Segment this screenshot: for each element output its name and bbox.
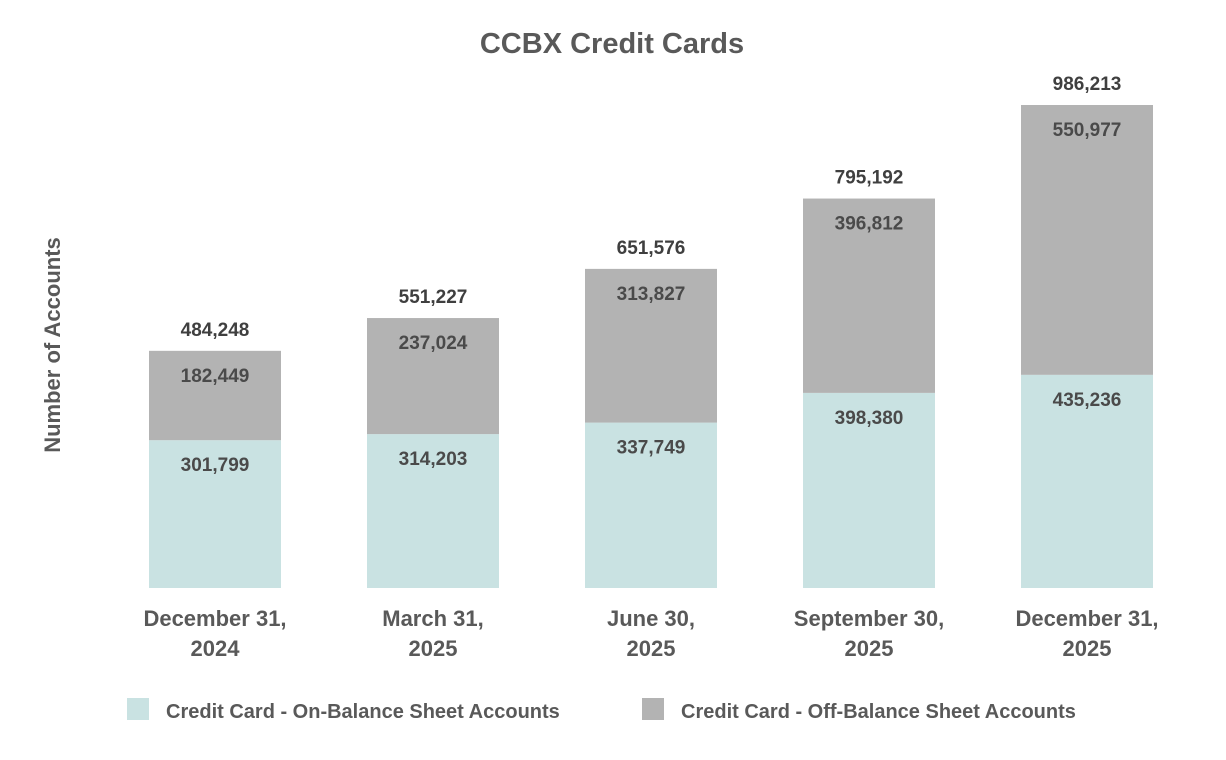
data-label-off-balance: 182,449 xyxy=(181,366,250,387)
bars-group: 301,799 182,449 484,248 December 31, 2024 314… xyxy=(143,74,1158,661)
x-tick-label: December 31, xyxy=(143,606,286,631)
chart-title: CCBX Credit Cards xyxy=(480,28,744,60)
total-label: 484,248 xyxy=(181,320,250,341)
total-label: 795,192 xyxy=(835,168,904,189)
data-label-on-balance: 337,749 xyxy=(617,438,686,459)
bar-off-balance xyxy=(1021,105,1153,375)
x-tick-label: 2024 xyxy=(191,636,241,661)
legend-label-on-balance: Credit Card - On-Balance Sheet Accounts xyxy=(166,701,560,723)
bar-off-balance xyxy=(149,350,281,441)
x-tick-label: 2025 xyxy=(409,636,458,661)
x-tick-label: 2025 xyxy=(1063,636,1112,661)
data-label-off-balance: 550,977 xyxy=(1053,120,1122,141)
data-label-off-balance: 313,827 xyxy=(617,284,686,305)
bar-on-balance xyxy=(585,422,717,588)
legend-swatch-off-balance xyxy=(642,698,664,720)
data-label-on-balance: 435,236 xyxy=(1053,390,1122,411)
total-label: 986,213 xyxy=(1053,74,1122,95)
total-label: 651,576 xyxy=(617,238,686,259)
x-tick-label: June 30, xyxy=(607,606,695,631)
x-tick-label: September 30, xyxy=(794,606,944,631)
y-axis-label: Number of Accounts xyxy=(40,237,65,453)
bar-on-balance xyxy=(367,434,499,588)
bar-on-balance xyxy=(803,392,935,588)
data-label-on-balance: 301,799 xyxy=(181,455,250,476)
bar-on-balance xyxy=(1021,374,1153,588)
data-label-on-balance: 398,380 xyxy=(835,408,904,429)
x-tick-label: December 31, xyxy=(1015,606,1158,631)
x-tick-label: 2025 xyxy=(845,636,894,661)
x-tick-label: March 31, xyxy=(382,606,484,631)
total-label: 551,227 xyxy=(399,287,468,308)
legend: Credit Card - On-Balance Sheet Accounts C… xyxy=(127,698,1076,723)
bar-off-balance xyxy=(585,268,717,423)
data-label-off-balance: 237,024 xyxy=(399,333,468,354)
x-tick-label: 2025 xyxy=(627,636,676,661)
bar-off-balance xyxy=(803,198,935,393)
data-label-on-balance: 314,203 xyxy=(399,449,468,470)
bar-on-balance xyxy=(149,440,281,588)
data-label-off-balance: 396,812 xyxy=(835,214,904,235)
legend-swatch-on-balance xyxy=(127,698,149,720)
bar-off-balance xyxy=(367,318,499,435)
legend-label-off-balance: Credit Card - Off-Balance Sheet Accounts xyxy=(681,701,1076,723)
